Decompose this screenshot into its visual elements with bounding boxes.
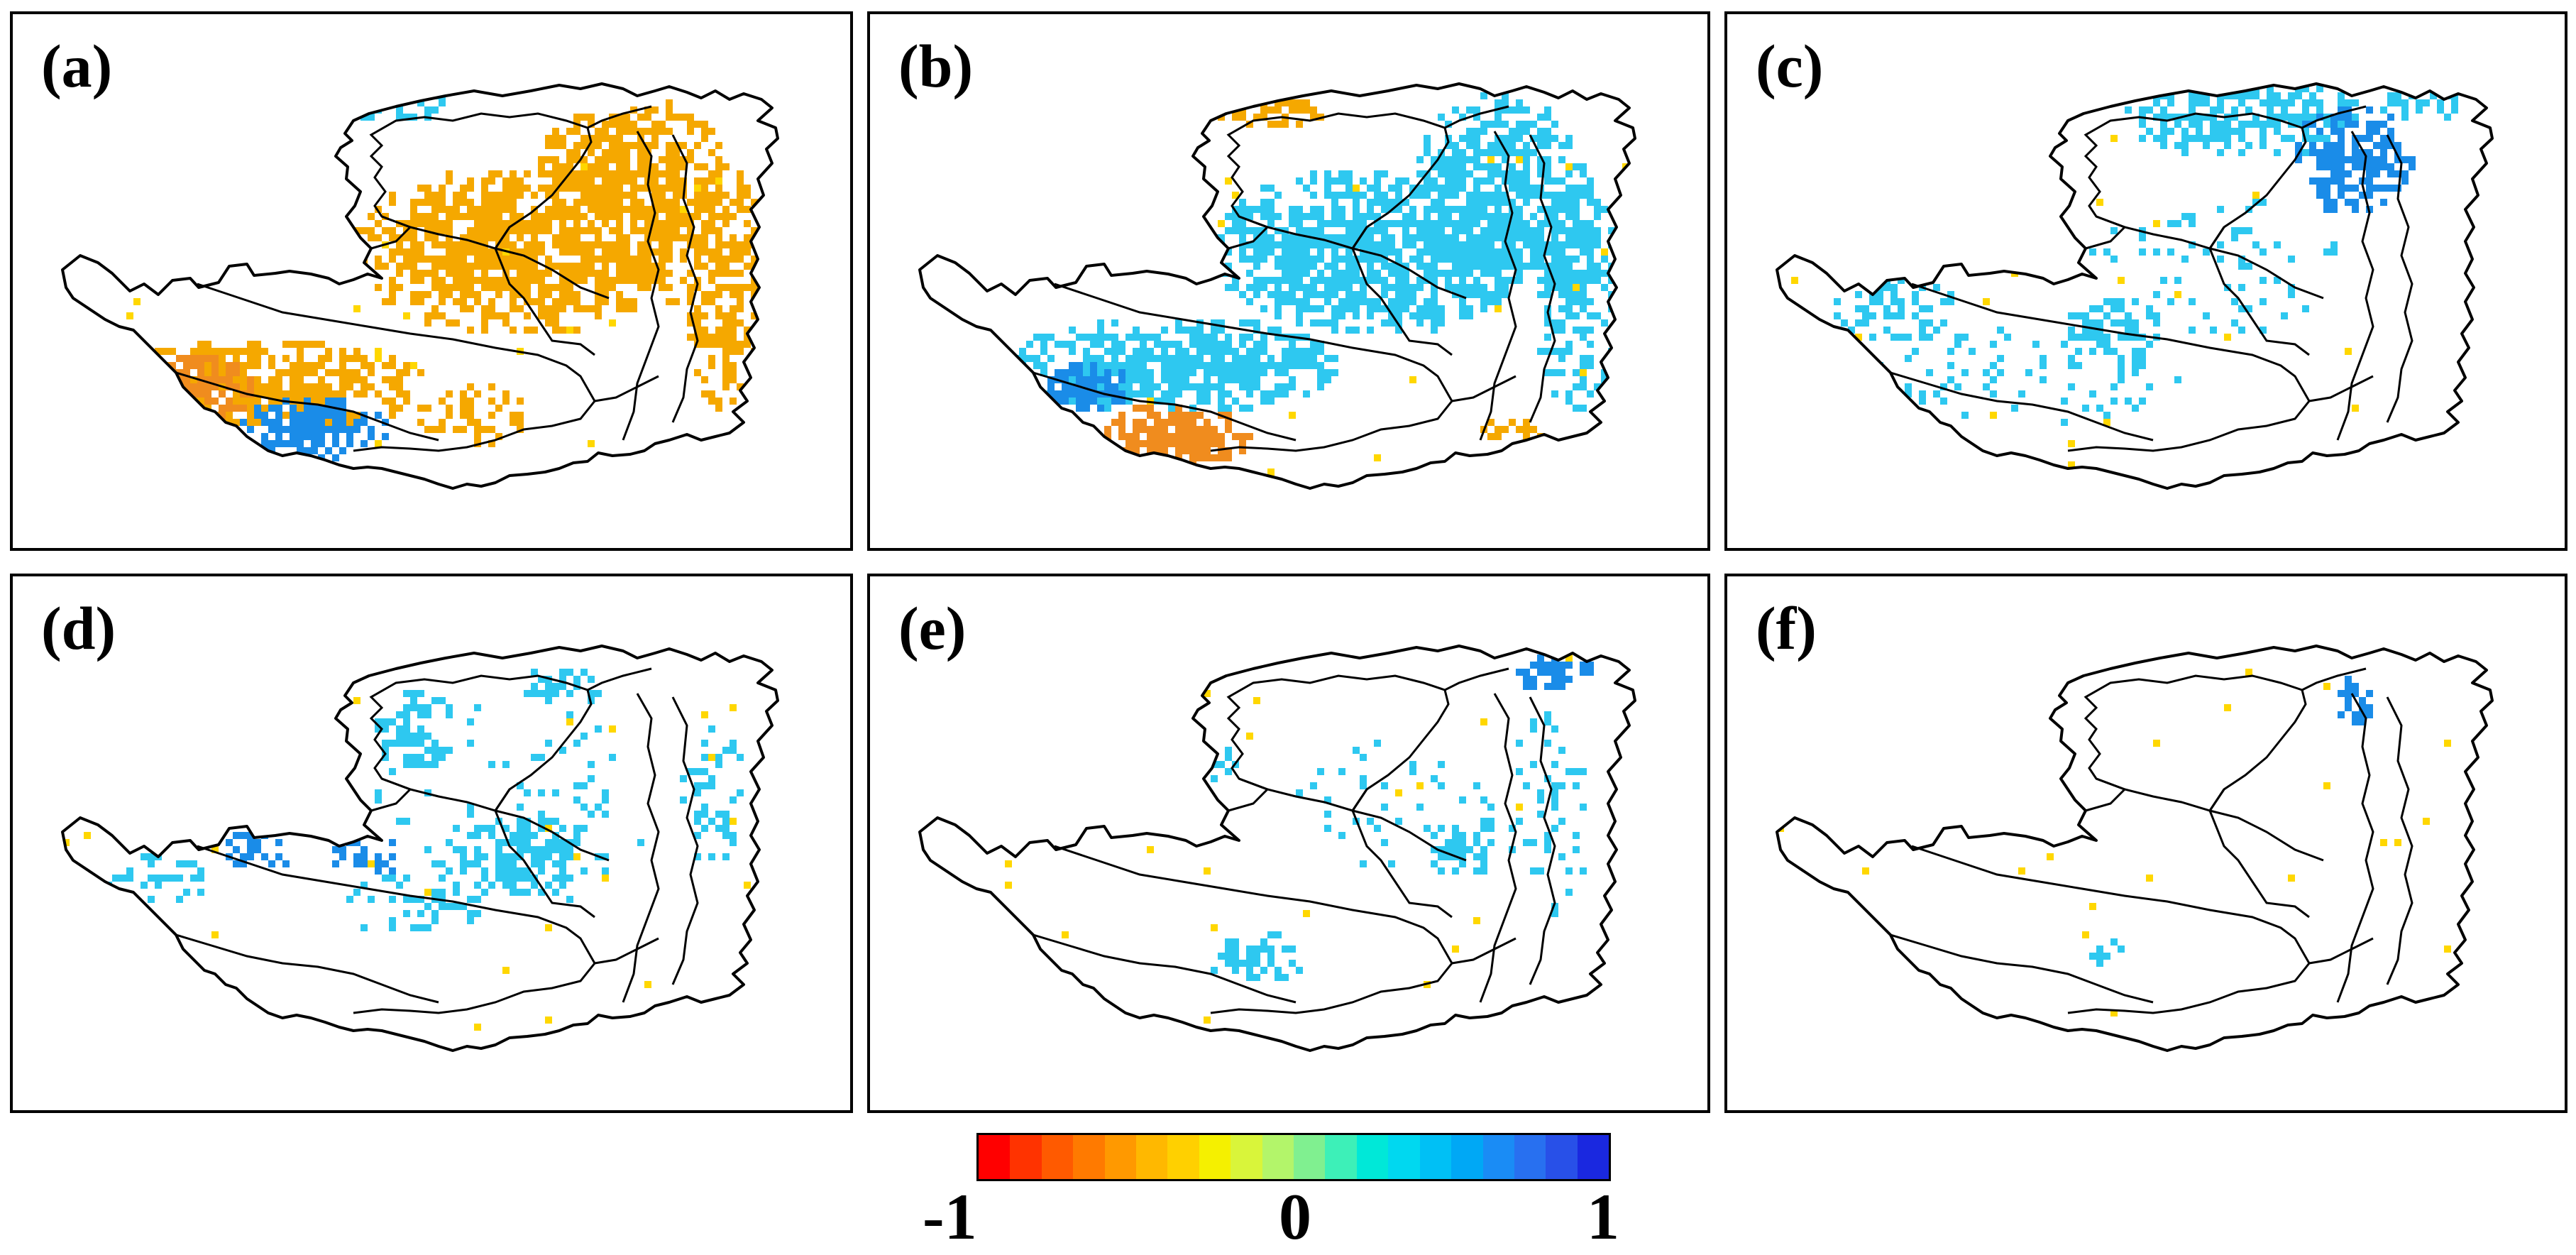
- colorbar-cell: [1482, 1135, 1514, 1179]
- sub-region-boundary: [622, 693, 660, 1003]
- colorbar-max-label: 1: [1587, 1180, 1619, 1253]
- panel-b: (b): [867, 11, 1710, 551]
- map-panel-a: [61, 82, 779, 490]
- map-pixel-layer: [77, 85, 765, 488]
- panel-label-e: (e): [898, 594, 967, 662]
- sub-region-boundary: [1226, 674, 1446, 812]
- map-panel-f: [1776, 645, 2494, 1052]
- colorbar: [976, 1133, 1611, 1181]
- map-panel-b: [918, 82, 1636, 490]
- sub-region-boundary: [1033, 371, 1297, 442]
- map-panel-c: [1776, 82, 2494, 490]
- colorbar-mid-label: 0: [1279, 1180, 1311, 1253]
- sub-region-boundary: [1351, 667, 1509, 811]
- colorbar-cell: [1231, 1135, 1262, 1179]
- colorbar-cell: [1136, 1135, 1168, 1179]
- sub-region-boundary: [2208, 789, 2310, 919]
- region-outline: [1776, 645, 2494, 1052]
- panel-f: (f): [1724, 574, 2567, 1113]
- colorbar-cell: [1325, 1135, 1357, 1179]
- sub-region-boundary: [1529, 134, 1556, 423]
- region-outline: [61, 645, 779, 1052]
- colorbar-cell: [1041, 1135, 1074, 1179]
- panel-label-a: (a): [41, 32, 113, 100]
- sub-region-boundary: [2084, 112, 2303, 250]
- panel-label-c: (c): [1756, 32, 1824, 100]
- map-pixel-layer: [948, 92, 1629, 488]
- sub-region-boundary: [1529, 696, 1556, 985]
- sub-region-boundary: [494, 226, 595, 356]
- map-pixel-layer: [1777, 646, 2479, 1051]
- sub-region-boundary: [2208, 105, 2367, 249]
- sub-region-boundary: [594, 937, 659, 965]
- sub-region-boundary: [1451, 937, 1517, 965]
- map-pixel-layer: [62, 654, 772, 1051]
- panel-d: (d): [10, 574, 853, 1113]
- region-outline: [1776, 82, 2494, 490]
- colorbar-cell: [1546, 1135, 1578, 1179]
- sub-region-boundary: [2096, 777, 2324, 862]
- sub-region-boundary: [2336, 693, 2374, 1003]
- region-outline: [61, 82, 779, 490]
- panel-label-d: (d): [41, 594, 116, 662]
- sub-region-boundary: [2386, 134, 2413, 423]
- panel-e: (e): [867, 574, 1710, 1113]
- sub-region-boundary: [494, 789, 595, 919]
- colorbar-min-label: -1: [923, 1180, 977, 1253]
- panel-c: (c): [1724, 11, 2567, 551]
- sub-region-boundary: [2308, 375, 2374, 402]
- sub-region-boundary: [1451, 375, 1517, 402]
- sub-region-boundary: [175, 371, 439, 442]
- panel-a: (a): [10, 11, 853, 551]
- colorbar-cell: [1010, 1135, 1042, 1179]
- sub-region-boundary: [1351, 226, 1453, 356]
- sub-region-boundary: [671, 134, 699, 423]
- map-panel-e: [918, 645, 1636, 1052]
- colorbar-cell: [1451, 1135, 1483, 1179]
- panel-label-f: (f): [1756, 594, 1817, 662]
- sub-region-boundary: [494, 105, 652, 249]
- sub-region-boundary: [2308, 937, 2374, 965]
- sub-region-boundary: [594, 375, 659, 402]
- sub-region-boundary: [1911, 283, 2311, 452]
- sub-region-boundary: [1054, 283, 1453, 452]
- sub-region-boundary: [494, 667, 652, 811]
- sub-region-boundary: [197, 845, 596, 1014]
- region-outline: [918, 82, 1636, 490]
- sub-region-boundary: [2084, 674, 2303, 812]
- sub-region-boundary: [1351, 789, 1453, 919]
- colorbar-cell: [1262, 1135, 1294, 1179]
- sub-region-boundary: [2208, 667, 2367, 811]
- sub-region-boundary: [671, 696, 699, 985]
- region-outline: [918, 645, 1636, 1052]
- colorbar-cell: [1577, 1135, 1609, 1179]
- colorbar-cell: [1167, 1135, 1199, 1179]
- colorbar-cell: [1104, 1135, 1137, 1179]
- colorbar-cell: [1419, 1135, 1452, 1179]
- sub-region-boundary: [1033, 933, 1297, 1004]
- sub-region-boundary: [1890, 933, 2154, 1004]
- sub-region-boundary: [2386, 696, 2413, 985]
- colorbar-cell: [979, 1135, 1011, 1179]
- panel-label-b: (b): [898, 32, 974, 100]
- colorbar-cell: [1199, 1135, 1231, 1179]
- sub-region-boundary: [1054, 845, 1453, 1014]
- colorbar-cell: [1356, 1135, 1389, 1179]
- sub-region-boundary: [197, 283, 596, 452]
- map-panel-d: [61, 645, 779, 1052]
- colorbar-cell: [1514, 1135, 1546, 1179]
- colorbar-cell: [1388, 1135, 1420, 1179]
- sub-region-boundary: [175, 933, 439, 1004]
- sub-region-boundary: [2208, 226, 2310, 356]
- sub-region-boundary: [1890, 371, 2154, 442]
- colorbar-cell: [1294, 1135, 1326, 1179]
- sub-region-boundary: [1911, 845, 2311, 1014]
- colorbar-cell: [1073, 1135, 1105, 1179]
- sub-region-boundary: [1351, 105, 1509, 249]
